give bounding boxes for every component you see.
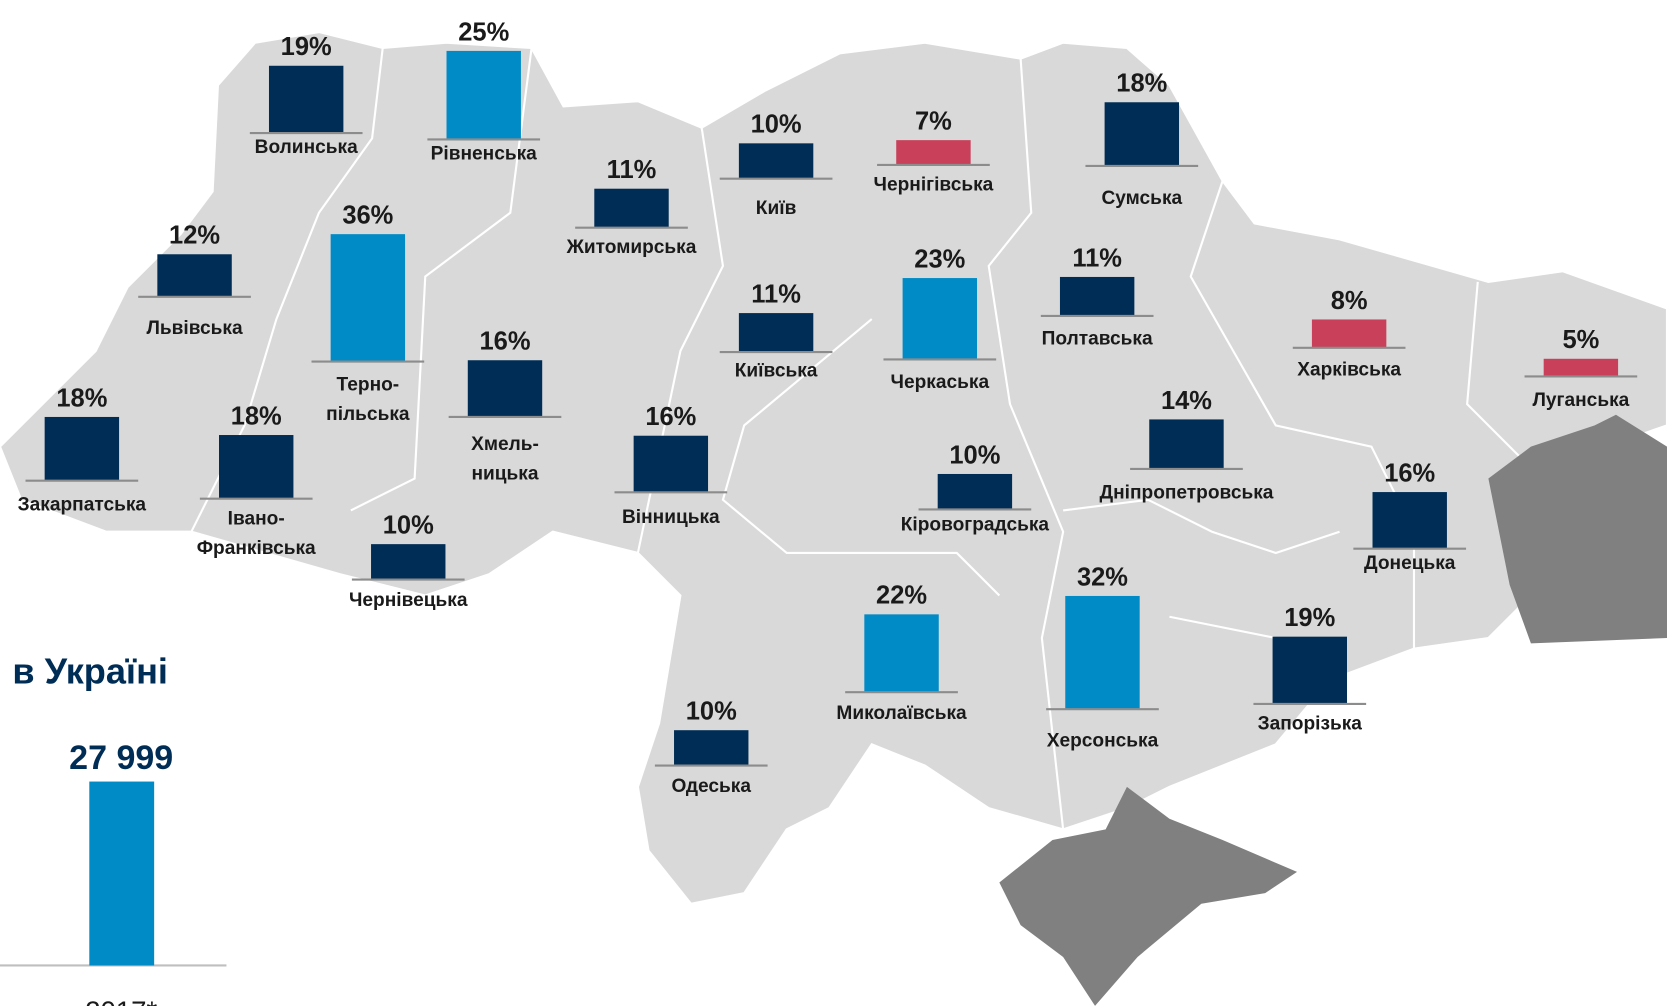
region-name: Херсонська — [1047, 730, 1159, 751]
region-name: Волинська — [255, 137, 358, 158]
value-label: 11% — [607, 156, 657, 184]
value-label: 22% — [876, 582, 927, 610]
value-label: 11% — [1072, 244, 1122, 272]
bar — [446, 50, 521, 140]
region-name: Франківська — [197, 538, 316, 559]
region-name: Івано- — [228, 508, 285, 529]
bar — [738, 313, 814, 353]
value-label: 25% — [458, 18, 509, 46]
region-name: Рівненська — [431, 144, 538, 165]
value-label: 11% — [751, 280, 801, 308]
bar — [1149, 419, 1224, 469]
bar — [467, 360, 543, 417]
bar — [633, 435, 709, 493]
bar — [219, 435, 294, 499]
value-label: 7% — [915, 108, 952, 136]
bar — [1104, 102, 1180, 166]
inset-category: 2017* — [85, 996, 157, 1006]
value-label: 10% — [383, 512, 434, 540]
value-label: 10% — [949, 441, 1000, 469]
region-name: пільська — [326, 404, 410, 425]
region-name: Хмель- — [471, 434, 539, 455]
value-label: 32% — [1077, 563, 1128, 591]
bar — [268, 65, 344, 134]
region-name: Чернігівська — [874, 174, 994, 195]
value-label: 36% — [342, 202, 393, 230]
bar — [1543, 358, 1619, 377]
bar — [157, 254, 232, 297]
value-label: 16% — [1384, 459, 1435, 487]
region-name: Житомирська — [566, 237, 697, 258]
bar — [1272, 636, 1347, 704]
bar — [738, 143, 814, 179]
region-name: Донецька — [1364, 553, 1456, 574]
bar — [44, 416, 120, 481]
value-label: 12% — [169, 222, 220, 250]
region-name: Одеська — [671, 776, 751, 797]
region-name: Запорізька — [1258, 713, 1363, 734]
ukraine-shape — [0, 30, 1667, 905]
region-name: Полтавська — [1042, 329, 1153, 350]
region-name: Київ — [756, 198, 797, 219]
region-name: Дніпропетровська — [1099, 483, 1273, 504]
value-label: 10% — [751, 111, 802, 139]
crimea — [999, 786, 1298, 1006]
inset-bar — [89, 781, 155, 966]
region-name: Київська — [735, 360, 818, 381]
region-name: Вінницька — [622, 507, 720, 528]
region-name: Кіровоградська — [901, 515, 1050, 536]
bar — [371, 544, 446, 580]
value-label: 19% — [1284, 604, 1335, 632]
value-label: 14% — [1161, 387, 1212, 415]
bar — [864, 614, 939, 693]
inset-title: в Україні — [12, 651, 168, 692]
region-name: ницька — [471, 464, 538, 485]
bar — [902, 278, 978, 360]
value-label: 23% — [914, 245, 965, 273]
region-name: Терно- — [337, 374, 400, 395]
bar — [1065, 595, 1140, 710]
bar — [937, 473, 1013, 510]
region-name: Харківська — [1297, 359, 1401, 380]
value-label: 18% — [1116, 70, 1167, 98]
bar — [594, 188, 669, 228]
value-label: 18% — [231, 402, 282, 430]
occupied-donbas — [1488, 414, 1667, 644]
value-label: 8% — [1331, 287, 1368, 315]
value-label: 16% — [645, 403, 696, 431]
value-label: 16% — [479, 328, 530, 356]
value-label: 5% — [1562, 326, 1599, 354]
bar — [896, 140, 971, 165]
value-label: 18% — [56, 384, 107, 412]
region-name: Закарпатська — [18, 494, 147, 515]
region-name: Сумська — [1101, 188, 1182, 209]
inset-value-label: 27 999 — [69, 739, 173, 777]
bar — [1059, 276, 1135, 316]
bar — [674, 730, 749, 766]
value-label: 10% — [686, 698, 737, 726]
bar — [1311, 319, 1387, 348]
region-name: Луганська — [1532, 390, 1629, 411]
value-label: 19% — [281, 33, 332, 61]
region-name: Черкаська — [891, 372, 990, 393]
region-name: Львівська — [146, 318, 242, 339]
bar — [330, 234, 406, 362]
bar — [1372, 492, 1447, 549]
region-name: Миколаївська — [836, 703, 967, 724]
region-name: Чернівецька — [349, 590, 468, 611]
